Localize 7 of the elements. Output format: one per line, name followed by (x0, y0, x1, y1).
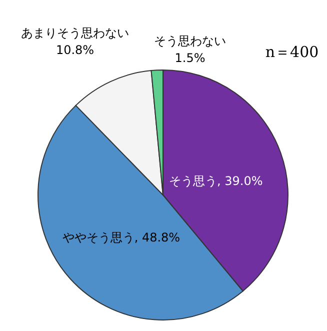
slice-label: そう思う, 39.0% (169, 174, 263, 188)
data-label: 10.8% (56, 43, 94, 57)
slice-label: ややそう思う, 48.8% (62, 230, 180, 245)
text: n＝400 (265, 43, 319, 61)
slice-label: そう思わない (154, 34, 226, 48)
data-label: 1.5% (174, 51, 206, 65)
slice-label: あまりそう思わない (21, 26, 129, 40)
